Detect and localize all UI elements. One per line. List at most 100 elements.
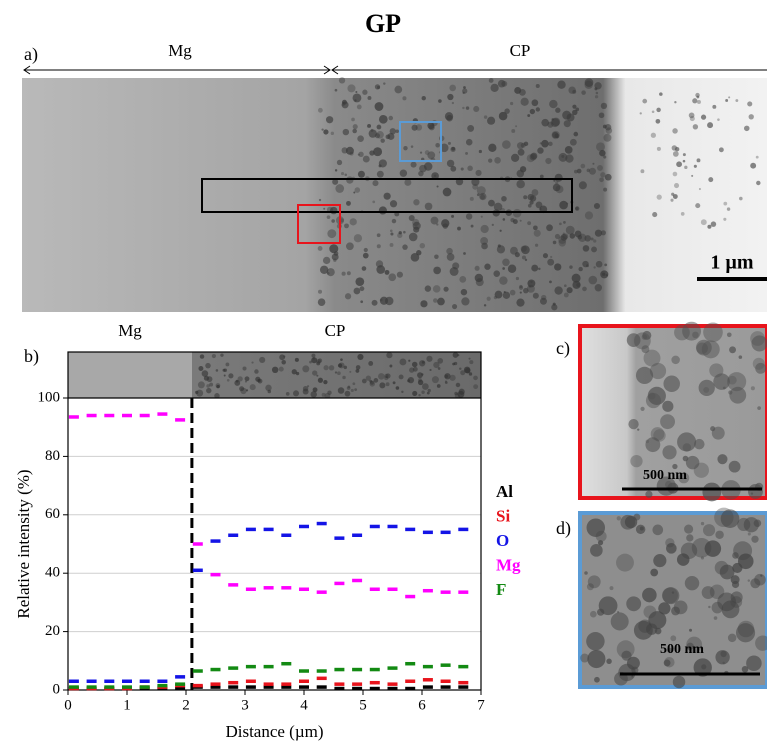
texture: [563, 292, 569, 298]
texture: [593, 239, 597, 243]
texture: [597, 608, 605, 616]
texture: [588, 167, 596, 175]
texture: [542, 253, 548, 259]
texture: [318, 289, 323, 294]
texture: [702, 482, 722, 502]
texture: [594, 229, 603, 237]
texture: [407, 376, 415, 384]
texture: [666, 543, 677, 554]
texture: [475, 169, 482, 177]
texture: [555, 185, 564, 194]
texture: [472, 183, 479, 190]
texture: [408, 215, 415, 222]
region-arrows: [23, 65, 767, 75]
texture: [520, 245, 527, 252]
texture: [713, 616, 718, 620]
texture: [439, 143, 449, 153]
texture: [341, 271, 346, 276]
texture: [709, 363, 724, 378]
texture: [473, 375, 478, 381]
texture: [581, 90, 586, 95]
texture: [552, 240, 557, 245]
texture: [557, 80, 566, 89]
texture: [600, 230, 607, 236]
texture: [368, 361, 374, 366]
y-tick-label: 100: [38, 389, 61, 405]
texture: [599, 149, 606, 157]
texture: [451, 101, 455, 105]
texture: [494, 290, 503, 299]
texture: [355, 369, 360, 373]
texture: [460, 167, 464, 171]
texture: [563, 221, 566, 224]
texture: [323, 129, 329, 135]
texture: [464, 368, 471, 374]
texture: [527, 221, 532, 226]
texture: [383, 192, 391, 200]
texture: [642, 587, 657, 603]
texture: [352, 128, 357, 134]
texture: [278, 366, 284, 372]
texture: [535, 201, 543, 209]
texture: [580, 163, 586, 169]
texture: [698, 379, 715, 397]
texture: [459, 367, 462, 370]
texture: [760, 574, 763, 577]
texture: [398, 374, 404, 380]
texture: [695, 339, 712, 356]
texture: [346, 242, 354, 251]
texture: [684, 165, 688, 170]
texture: [748, 484, 763, 499]
texture: [386, 352, 393, 359]
texture: [240, 387, 247, 395]
texture: [469, 196, 474, 201]
texture: [481, 242, 488, 250]
texture: [546, 224, 553, 232]
texture: [641, 345, 650, 354]
texture: [574, 169, 578, 174]
texture: [355, 277, 365, 287]
texture: [717, 454, 728, 465]
texture: [529, 108, 536, 115]
texture: [670, 198, 674, 202]
texture: [421, 360, 425, 364]
texture: [223, 368, 228, 372]
texture: [562, 110, 572, 120]
texture: [378, 206, 387, 215]
texture: [331, 219, 335, 223]
texture: [750, 331, 765, 346]
texture: [598, 112, 605, 119]
texture: [692, 98, 698, 104]
texture: [395, 129, 399, 133]
texture: [519, 166, 527, 173]
texture: [447, 93, 454, 101]
texture: [538, 267, 541, 271]
strip-label: CP: [325, 321, 346, 340]
texture: [645, 490, 653, 498]
texture: [362, 89, 368, 95]
texture: [449, 374, 456, 381]
texture: [584, 571, 588, 575]
texture: [747, 579, 751, 582]
texture: [656, 146, 661, 151]
texture: [374, 102, 384, 111]
texture: [383, 82, 386, 85]
texture: [214, 393, 220, 399]
texture: [390, 232, 394, 236]
texture: [452, 303, 458, 310]
texture: [640, 406, 645, 411]
texture: [593, 266, 596, 269]
texture: [558, 235, 567, 244]
texture: [316, 374, 319, 377]
texture: [341, 172, 345, 176]
texture: [203, 375, 210, 381]
texture: [372, 200, 376, 204]
texture: [195, 390, 199, 395]
texture: [708, 605, 711, 609]
texture: [399, 358, 407, 366]
texture: [377, 85, 381, 89]
texture: [344, 173, 348, 177]
texture: [648, 392, 656, 400]
texture: [610, 612, 629, 631]
texture: [680, 212, 685, 216]
